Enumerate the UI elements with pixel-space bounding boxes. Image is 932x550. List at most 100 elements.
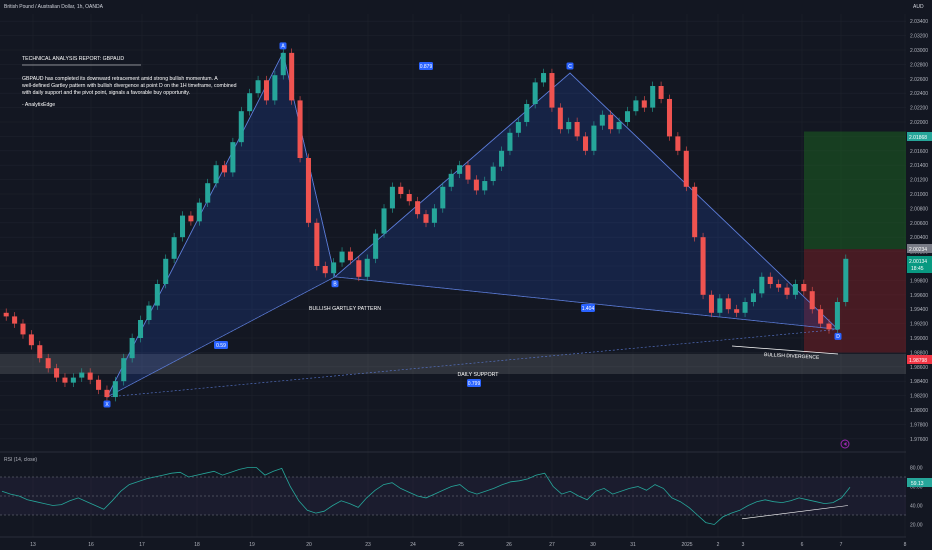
- rsi-axis[interactable]: 80.00 60.00 40.00 20.00: [910, 466, 923, 529]
- price-axis[interactable]: 2.03400 2.03200 2.03000 2.02800 2.02600 2.024…: [910, 19, 928, 443]
- candle-body: [415, 201, 421, 215]
- candle-body: [574, 122, 580, 137]
- gartley-pattern: [106, 51, 839, 398]
- candle-body: [96, 379, 102, 390]
- candle-body: [633, 100, 639, 112]
- candle-body: [499, 150, 505, 167]
- report-line-1: GBPAUD has completed its downward retrac…: [22, 76, 218, 82]
- candle-body: [457, 165, 463, 174]
- candle-body: [675, 136, 681, 151]
- candle-body: [717, 298, 723, 313]
- bd-line: [334, 276, 839, 330]
- candle-body: [146, 305, 152, 320]
- time-tick: 8: [904, 542, 907, 548]
- candle-body: [54, 368, 60, 378]
- stop-tag: [907, 355, 932, 364]
- candle-body: [305, 158, 311, 223]
- time-tick: 26: [506, 542, 512, 548]
- candles: [3, 48, 849, 402]
- price-tick: 1.98600: [910, 365, 928, 371]
- daily-support-label: DAILY SUPPORT: [458, 372, 500, 378]
- candle-body: [700, 237, 706, 295]
- price-tick: 1.99800: [910, 278, 928, 284]
- candle-body: [112, 381, 118, 398]
- stop-tag-text: 1.98798: [909, 358, 927, 364]
- candle-body: [826, 323, 832, 330]
- loss-zone: [804, 249, 906, 353]
- price-tick: 2.03000: [910, 48, 928, 54]
- replay-icon[interactable]: [840, 439, 850, 449]
- candle-body: [725, 298, 731, 310]
- candle-body: [423, 214, 429, 223]
- report-title: TECHNICAL ANALYSIS REPORT: GBPAUD: [22, 56, 124, 62]
- candle-body: [297, 100, 303, 158]
- time-axis[interactable]: 13 16 17 18 19 20 23 24 25 26 27 30 31 2025 2 3 6 7 8: [30, 542, 906, 548]
- time-tick: 16: [88, 542, 94, 548]
- price-tick: 2.00800: [910, 206, 928, 212]
- candle-body: [767, 276, 773, 284]
- candle-body: [473, 179, 479, 191]
- price-tags: 2.01868 2.00234 2.00134 18:45 1.98798: [907, 132, 932, 364]
- price-tick: 1.98800: [910, 350, 928, 356]
- pattern-point-label: B: [333, 282, 337, 288]
- ratio-badge: [419, 62, 433, 70]
- candle-body: [3, 312, 9, 317]
- time-tick: 3: [742, 542, 745, 548]
- xb-line: [106, 276, 336, 398]
- candle-body: [666, 98, 673, 137]
- currency-label: AUD: [913, 4, 924, 10]
- rsi-tick: 80.00: [910, 466, 923, 472]
- daily-support-zone: [0, 353, 906, 374]
- candle-body: [322, 266, 328, 274]
- candle-body: [188, 215, 194, 222]
- candle-body: [624, 111, 631, 122]
- candle-body: [406, 194, 412, 202]
- price-tick: 1.98000: [910, 408, 928, 414]
- price-tick: 2.02600: [910, 77, 928, 83]
- candle-body: [238, 111, 244, 143]
- candle-body: [20, 323, 26, 335]
- ratio-label: 0.59: [216, 343, 226, 349]
- candle-body: [373, 233, 379, 259]
- pattern-point-d: [834, 332, 842, 340]
- candle-body: [255, 80, 261, 94]
- profit-zone: [804, 131, 906, 250]
- candle-body: [759, 276, 765, 294]
- candle-body: [532, 82, 538, 104]
- candle-body: [364, 258, 370, 277]
- time-tick: 13: [30, 542, 36, 548]
- candle-body: [834, 302, 840, 330]
- time-tick: 25: [458, 542, 464, 548]
- pattern-point-label: X: [105, 402, 109, 408]
- candle-body: [776, 284, 782, 288]
- candle-body: [205, 183, 211, 203]
- candle-body: [381, 208, 387, 234]
- price-tick: 1.97800: [910, 422, 928, 428]
- candle-body: [843, 258, 849, 302]
- symbol-title: British Pound / Australian Dollar, 1h, O…: [4, 4, 104, 10]
- price-tick: 1.99600: [910, 293, 928, 299]
- current-price-text: 2.00134: [909, 259, 927, 265]
- candle-body: [154, 284, 160, 306]
- time-tick: 17: [139, 542, 145, 548]
- ratio-label: 1.404: [582, 306, 595, 312]
- candle-body: [683, 150, 689, 187]
- price-tick: 2.03200: [910, 34, 928, 40]
- candle-body: [104, 389, 110, 398]
- pattern-point-a: [279, 42, 287, 50]
- time-tick: 20: [306, 542, 312, 548]
- price-tick: 2.02400: [910, 91, 928, 97]
- entry-tag-text: 2.00234: [909, 247, 927, 253]
- candle-body: [809, 291, 815, 310]
- price-tick: 2.00600: [910, 221, 928, 227]
- candle-body: [221, 165, 228, 173]
- candle-body: [138, 320, 144, 338]
- entry-tag: [907, 244, 932, 253]
- candle-body: [541, 73, 547, 83]
- candle-body: [280, 52, 286, 76]
- time-tick: 2025: [681, 542, 692, 548]
- price-tick: 1.98400: [910, 379, 928, 385]
- price-tick: 2.01200: [910, 178, 928, 184]
- candle-body: [389, 186, 395, 209]
